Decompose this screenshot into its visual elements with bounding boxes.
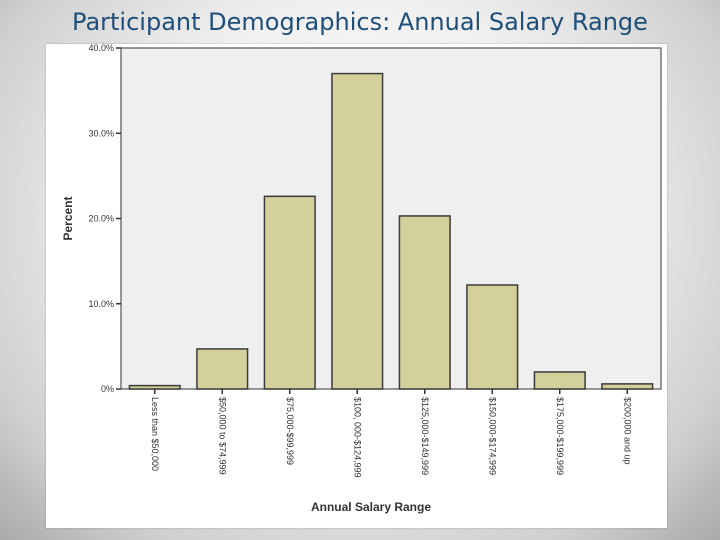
- y-axis: 0% 10.0% 20.0% 30.0% 40.0%: [88, 44, 121, 394]
- bar: [331, 72, 384, 390]
- x-tick-label: $100, 000-$124,999: [352, 397, 362, 478]
- y-tick-label: 0%: [101, 384, 114, 394]
- bar: [466, 284, 519, 390]
- bar-chart: 0% 10.0% 20.0% 30.0% 40.0% Less than $50,000…: [61, 44, 662, 514]
- y-tick-label: 20.0%: [88, 214, 114, 224]
- x-tick-label: $200,000 and up: [622, 397, 632, 465]
- y-axis-label: Percent: [61, 196, 75, 240]
- x-tick-label: $50,000 to $74,999: [217, 397, 227, 475]
- bar: [398, 215, 451, 390]
- bar: [196, 348, 249, 390]
- y-tick-label: 30.0%: [88, 128, 114, 138]
- x-axis-label: Annual Salary Range: [311, 500, 431, 514]
- x-axis: Less than $50,000 $50,000 to $74,999 $75,0…: [150, 389, 632, 478]
- y-tick-label: 10.0%: [88, 299, 114, 309]
- x-tick-label: $125,000-$149,999: [420, 397, 430, 475]
- bar: [128, 384, 181, 390]
- bar: [263, 195, 316, 390]
- x-tick-label: $75,000-$99,999: [285, 397, 295, 465]
- bar: [533, 371, 586, 390]
- slide-title: Participant Demographics: Annual Salary …: [72, 8, 648, 36]
- bar: [601, 383, 654, 390]
- chart-frame: 0% 10.0% 20.0% 30.0% 40.0% Less than $50,000…: [46, 44, 667, 528]
- y-tick-label: 40.0%: [88, 44, 114, 53]
- bars: [128, 72, 654, 390]
- x-tick-label: $150,000-$174,999: [487, 397, 497, 475]
- x-tick-label: $175,000-$199,999: [555, 397, 565, 475]
- plot-area: [120, 47, 662, 390]
- x-tick-label: Less than $50,000: [150, 397, 160, 471]
